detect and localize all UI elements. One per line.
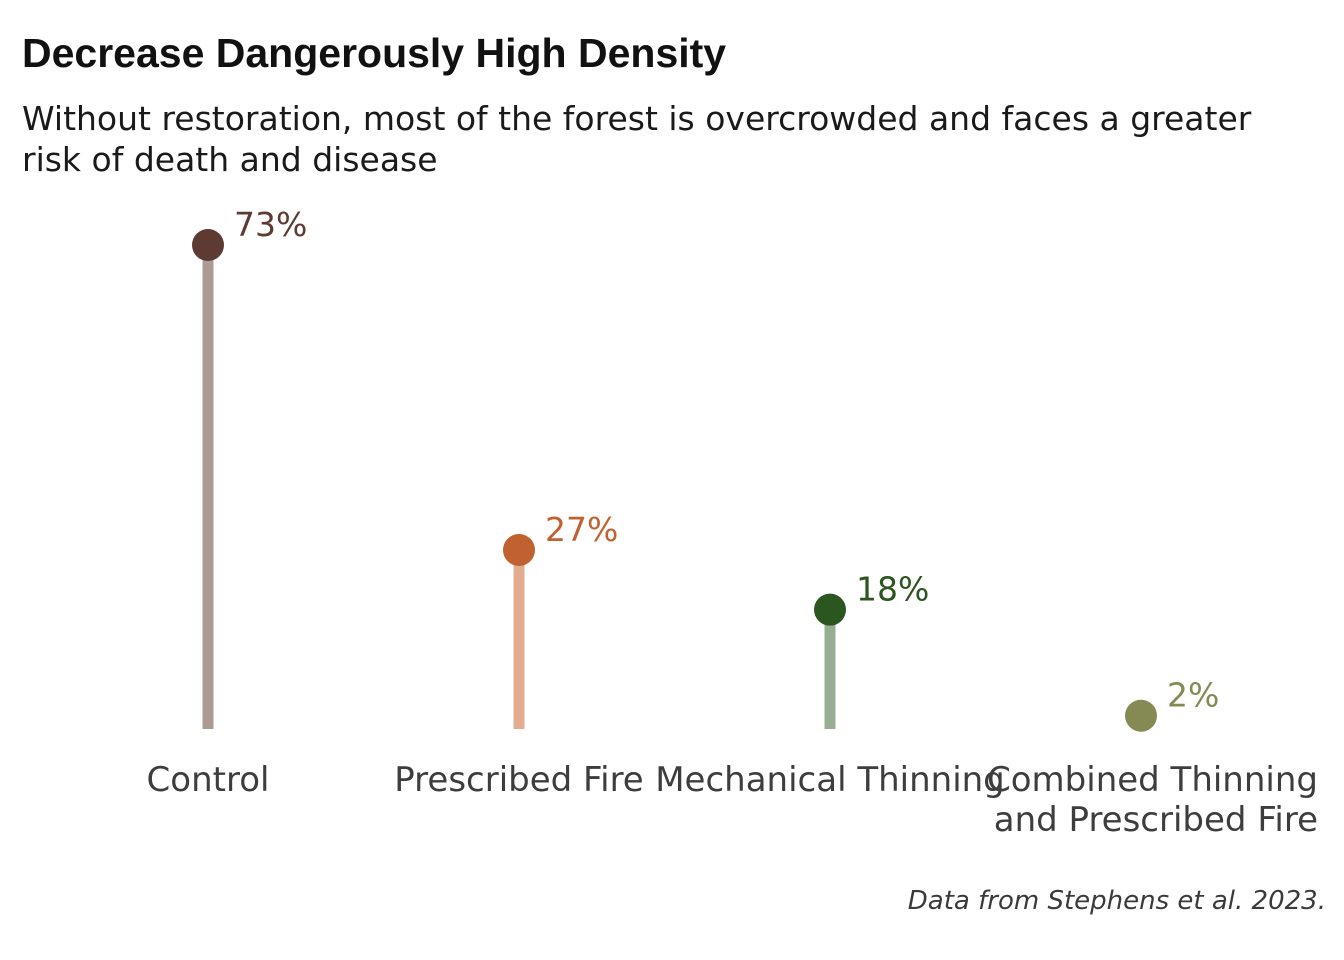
lollipop-dot bbox=[1125, 699, 1157, 732]
value-label: 73% bbox=[234, 205, 307, 244]
lollipop-dot bbox=[814, 593, 846, 626]
chart-caption: Data from Stephens et al. 2023. bbox=[907, 886, 1326, 916]
value-label: 18% bbox=[856, 570, 929, 609]
lollipop-dot bbox=[192, 229, 224, 261]
category-label: Combined Thinning and Prescribed Fire bbox=[987, 760, 1318, 840]
category-label: Prescribed Fire bbox=[394, 760, 643, 800]
category-label: Mechanical Thinning bbox=[655, 760, 1005, 800]
value-label: 2% bbox=[1167, 676, 1219, 715]
chart-title: Decrease Dangerously High Density bbox=[22, 30, 727, 76]
value-label: 27% bbox=[545, 510, 618, 549]
lollipop-dot bbox=[503, 533, 535, 566]
category-label: Control bbox=[147, 760, 270, 800]
chart-subtitle: Without restoration, most of the forest … bbox=[22, 99, 1252, 179]
